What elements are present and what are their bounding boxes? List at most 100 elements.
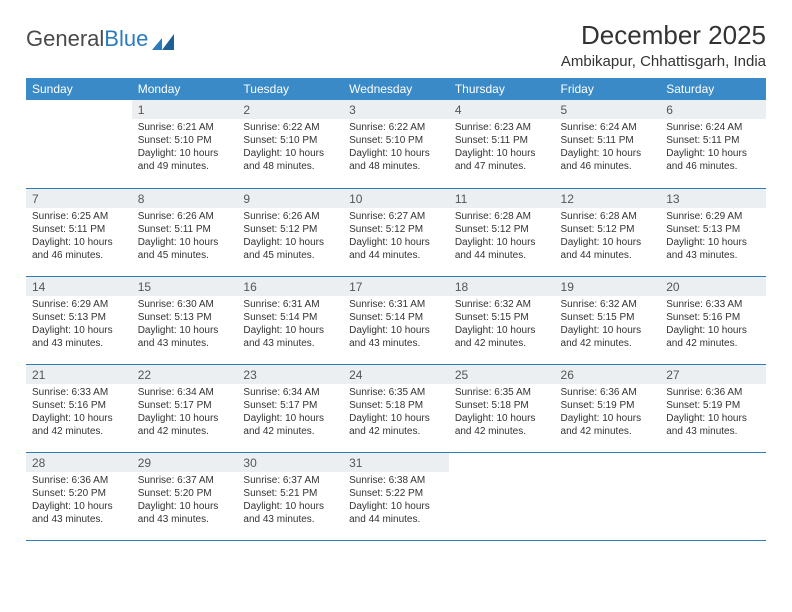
day-number: 19 [555, 277, 661, 296]
sunset-line: Sunset: 5:19 PM [561, 399, 655, 412]
calendar-day-cell: 8Sunrise: 6:26 AMSunset: 5:11 PMDaylight… [132, 188, 238, 276]
sunrise-line: Sunrise: 6:27 AM [349, 210, 443, 223]
daylight-line: Daylight: 10 hours and 42 minutes. [666, 324, 760, 350]
calendar-week-row: 1 Sunrise: 6:21 AM Sunset: 5:10 PM Daylight… [26, 100, 766, 188]
day-number [555, 453, 661, 458]
day-number: 2 [237, 100, 343, 119]
calendar-week-row: 7Sunrise: 6:25 AMSunset: 5:11 PMDaylight… [26, 188, 766, 276]
day-number: 30 [237, 453, 343, 472]
sunrise-line: Sunrise: 6:35 AM [455, 386, 549, 399]
day-number: 23 [237, 365, 343, 384]
sunset-line: Sunset: 5:12 PM [455, 223, 549, 236]
day-number: 14 [26, 277, 132, 296]
day-info: Sunrise: 6:32 AMSunset: 5:15 PMDaylight:… [555, 296, 661, 354]
day-info: Sunrise: 6:22 AMSunset: 5:10 PMDaylight:… [343, 119, 449, 177]
sunset-line: Sunset: 5:15 PM [455, 311, 549, 324]
sunset-line: Sunset: 5:14 PM [243, 311, 337, 324]
calendar-day-cell: 15Sunrise: 6:30 AMSunset: 5:13 PMDayligh… [132, 276, 238, 364]
day-number: 28 [26, 453, 132, 472]
calendar-day-cell: 20Sunrise: 6:33 AMSunset: 5:16 PMDayligh… [660, 276, 766, 364]
sunset-line: Sunset: 5:12 PM [349, 223, 443, 236]
day-info: Sunrise: 6:33 AMSunset: 5:16 PMDaylight:… [26, 384, 132, 442]
daylight-line: Daylight: 10 hours and 42 minutes. [561, 412, 655, 438]
sunrise-line: Sunrise: 6:24 AM [561, 121, 655, 134]
calendar-day-cell: 12Sunrise: 6:28 AMSunset: 5:12 PMDayligh… [555, 188, 661, 276]
brand-part2: Blue [104, 26, 148, 52]
daylight-line: Daylight: 10 hours and 43 minutes. [32, 324, 126, 350]
sunrise-line: Sunrise: 6:29 AM [666, 210, 760, 223]
day-number: 1 [132, 100, 238, 119]
month-title: December 2025 [561, 20, 766, 51]
sunrise-line: Sunrise: 6:30 AM [138, 298, 232, 311]
calendar-day-cell: 22Sunrise: 6:34 AMSunset: 5:17 PMDayligh… [132, 364, 238, 452]
day-info: Sunrise: 6:35 AMSunset: 5:18 PMDaylight:… [343, 384, 449, 442]
daylight-line: Daylight: 10 hours and 42 minutes. [349, 412, 443, 438]
day-info: Sunrise: 6:38 AMSunset: 5:22 PMDaylight:… [343, 472, 449, 530]
daylight-line: Daylight: 10 hours and 43 minutes. [138, 500, 232, 526]
day-info: Sunrise: 6:30 AMSunset: 5:13 PMDaylight:… [132, 296, 238, 354]
sunset-line: Sunset: 5:19 PM [666, 399, 760, 412]
sunset-line: Sunset: 5:10 PM [243, 134, 337, 147]
calendar-day-cell: 17Sunrise: 6:31 AMSunset: 5:14 PMDayligh… [343, 276, 449, 364]
day-number: 20 [660, 277, 766, 296]
calendar-day-cell: 31Sunrise: 6:38 AMSunset: 5:22 PMDayligh… [343, 452, 449, 540]
daylight-line: Daylight: 10 hours and 49 minutes. [138, 147, 232, 173]
day-number: 7 [26, 189, 132, 208]
daylight-line: Daylight: 10 hours and 46 minutes. [561, 147, 655, 173]
sunrise-line: Sunrise: 6:31 AM [243, 298, 337, 311]
title-block: December 2025 Ambikapur, Chhattisgarh, I… [561, 20, 766, 70]
day-number: 13 [660, 189, 766, 208]
day-info: Sunrise: 6:34 AMSunset: 5:17 PMDaylight:… [237, 384, 343, 442]
day-number: 15 [132, 277, 238, 296]
daylight-line: Daylight: 10 hours and 45 minutes. [138, 236, 232, 262]
daylight-line: Daylight: 10 hours and 44 minutes. [455, 236, 549, 262]
sunrise-line: Sunrise: 6:21 AM [138, 121, 232, 134]
day-number: 29 [132, 453, 238, 472]
day-number [660, 453, 766, 458]
daylight-line: Daylight: 10 hours and 43 minutes. [138, 324, 232, 350]
sunrise-line: Sunrise: 6:32 AM [455, 298, 549, 311]
sunset-line: Sunset: 5:13 PM [138, 311, 232, 324]
daylight-line: Daylight: 10 hours and 48 minutes. [349, 147, 443, 173]
sunrise-line: Sunrise: 6:37 AM [243, 474, 337, 487]
sunrise-line: Sunrise: 6:34 AM [138, 386, 232, 399]
brand-mark-icon [152, 30, 176, 48]
calendar-day-cell: 28Sunrise: 6:36 AMSunset: 5:20 PMDayligh… [26, 452, 132, 540]
calendar-day-cell: 14Sunrise: 6:29 AMSunset: 5:13 PMDayligh… [26, 276, 132, 364]
sunset-line: Sunset: 5:12 PM [243, 223, 337, 236]
sunrise-line: Sunrise: 6:33 AM [666, 298, 760, 311]
day-number: 24 [343, 365, 449, 384]
sunset-line: Sunset: 5:16 PM [32, 399, 126, 412]
calendar-day-cell: 11Sunrise: 6:28 AMSunset: 5:12 PMDayligh… [449, 188, 555, 276]
sunrise-line: Sunrise: 6:31 AM [349, 298, 443, 311]
header: GeneralBlue December 2025 Ambikapur, Chh… [26, 20, 766, 70]
sunrise-line: Sunrise: 6:23 AM [455, 121, 549, 134]
day-number: 11 [449, 189, 555, 208]
calendar-day-cell: 25Sunrise: 6:35 AMSunset: 5:18 PMDayligh… [449, 364, 555, 452]
calendar-day-cell: 26Sunrise: 6:36 AMSunset: 5:19 PMDayligh… [555, 364, 661, 452]
weekday-header: Saturday [660, 78, 766, 100]
day-number: 5 [555, 100, 661, 119]
sunrise-line: Sunrise: 6:36 AM [666, 386, 760, 399]
calendar-week-row: 14Sunrise: 6:29 AMSunset: 5:13 PMDayligh… [26, 276, 766, 364]
day-info: Sunrise: 6:36 AMSunset: 5:19 PMDaylight:… [660, 384, 766, 442]
day-number: 10 [343, 189, 449, 208]
day-number: 26 [555, 365, 661, 384]
day-info: Sunrise: 6:33 AMSunset: 5:16 PMDaylight:… [660, 296, 766, 354]
sunset-line: Sunset: 5:13 PM [666, 223, 760, 236]
day-number: 3 [343, 100, 449, 119]
day-info: Sunrise: 6:29 AMSunset: 5:13 PMDaylight:… [660, 208, 766, 266]
sunrise-line: Sunrise: 6:37 AM [138, 474, 232, 487]
calendar-day-cell: 21Sunrise: 6:33 AMSunset: 5:16 PMDayligh… [26, 364, 132, 452]
weekday-header: Tuesday [237, 78, 343, 100]
day-number: 21 [26, 365, 132, 384]
daylight-line: Daylight: 10 hours and 47 minutes. [455, 147, 549, 173]
sunrise-line: Sunrise: 6:26 AM [243, 210, 337, 223]
calendar-day-cell: 6Sunrise: 6:24 AMSunset: 5:11 PMDaylight… [660, 100, 766, 188]
sunrise-line: Sunrise: 6:26 AM [138, 210, 232, 223]
day-info: Sunrise: 6:32 AMSunset: 5:15 PMDaylight:… [449, 296, 555, 354]
sunrise-line: Sunrise: 6:22 AM [349, 121, 443, 134]
calendar-day-cell: 29Sunrise: 6:37 AMSunset: 5:20 PMDayligh… [132, 452, 238, 540]
sunset-line: Sunset: 5:15 PM [561, 311, 655, 324]
sunset-line: Sunset: 5:13 PM [32, 311, 126, 324]
